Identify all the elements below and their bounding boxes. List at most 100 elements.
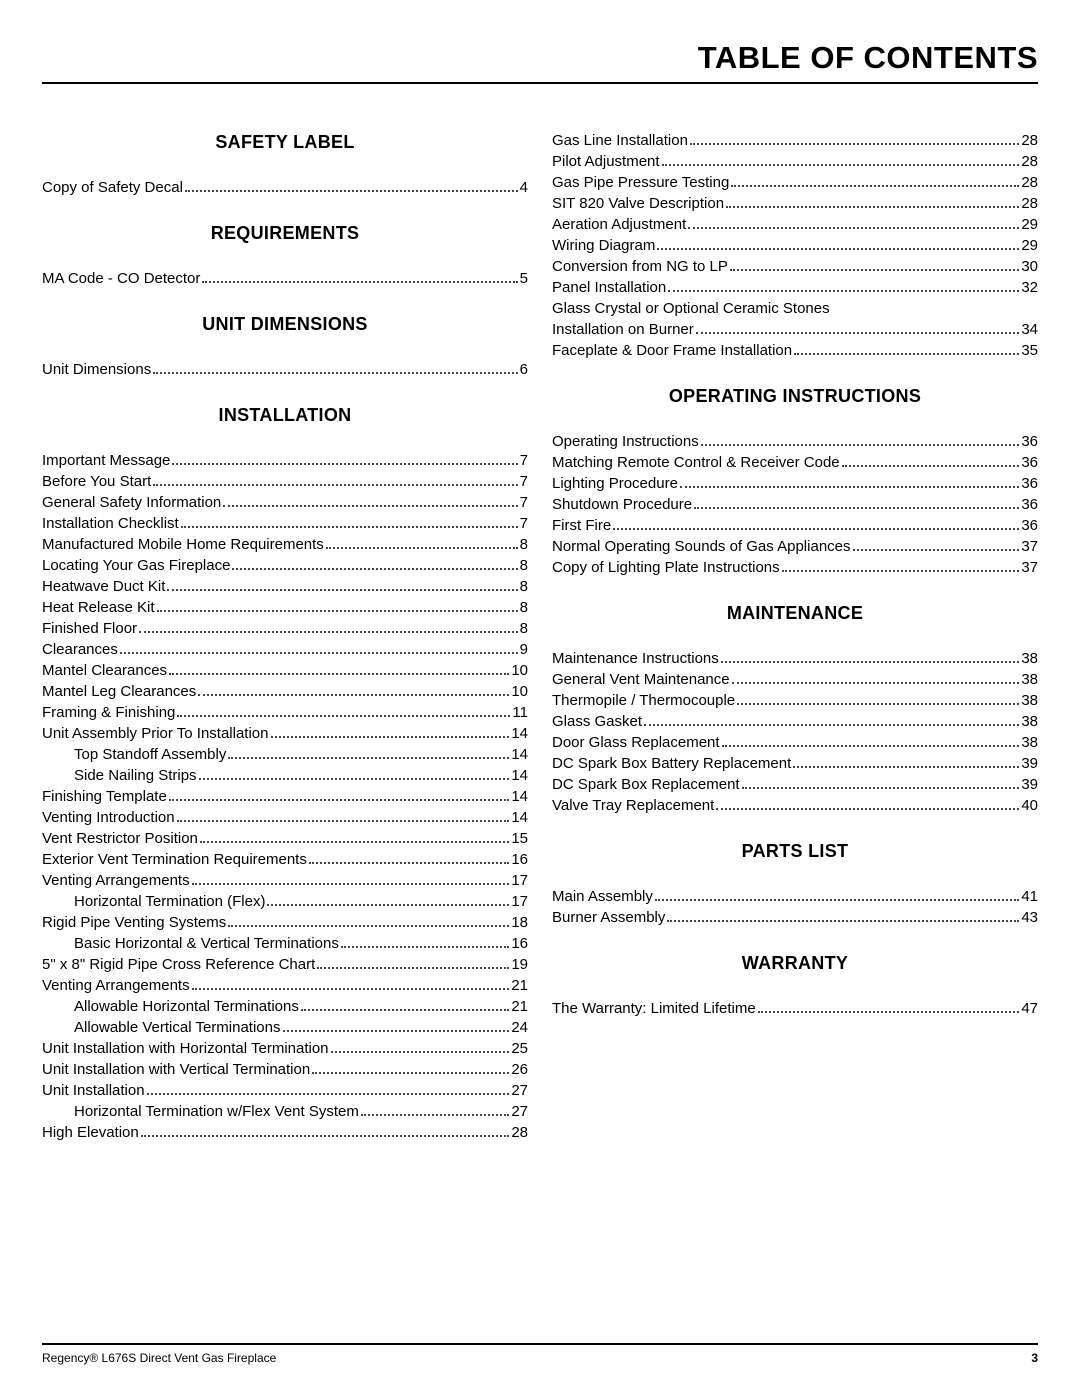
toc-label: Unit Installation bbox=[42, 1082, 145, 1100]
toc-page-number: 39 bbox=[1021, 755, 1038, 773]
toc-label: Framing & Finishing bbox=[42, 704, 175, 722]
toc-page-number: 27 bbox=[511, 1082, 528, 1100]
toc-label: Basic Horizontal & Vertical Terminations bbox=[42, 935, 339, 953]
toc-label: Vent Restrictor Position bbox=[42, 830, 198, 848]
toc-leader-dots bbox=[721, 661, 1020, 663]
toc-entry: DC Spark Box Battery Replacement39 bbox=[552, 755, 1038, 773]
toc-leader-dots bbox=[731, 185, 1019, 187]
toc-page-number: 24 bbox=[511, 1019, 528, 1037]
toc-entry: Allowable Horizontal Terminations21 bbox=[42, 998, 528, 1016]
toc-page-number: 36 bbox=[1021, 454, 1038, 472]
toc-leader-dots bbox=[157, 610, 518, 612]
toc-page-number: 14 bbox=[511, 809, 528, 827]
toc-leader-dots bbox=[202, 281, 517, 283]
toc-leader-dots bbox=[680, 486, 1019, 488]
toc-entry: Before You Start7 bbox=[42, 473, 528, 491]
toc-leader-dots bbox=[153, 484, 517, 486]
toc-label: General Safety Information bbox=[42, 494, 221, 512]
toc-leader-dots bbox=[742, 787, 1020, 789]
toc-entry: Important Message7 bbox=[42, 452, 528, 470]
toc-label: SIT 820 Valve Description bbox=[552, 195, 724, 213]
toc-page-number: 16 bbox=[511, 935, 528, 953]
toc-page-number: 29 bbox=[1021, 237, 1038, 255]
toc-entry: SIT 820 Valve Description 28 bbox=[552, 195, 1038, 213]
toc-leader-dots bbox=[271, 736, 510, 738]
toc-entry: Exterior Vent Termination Requirements16 bbox=[42, 851, 528, 869]
toc-label: Rigid Pipe Venting Systems bbox=[42, 914, 226, 932]
toc-leader-dots bbox=[716, 808, 1019, 810]
section-heading: OPERATING INSTRUCTIONS bbox=[552, 386, 1038, 407]
toc-page-number: 17 bbox=[511, 893, 528, 911]
toc-entry: Burner Assembly43 bbox=[552, 909, 1038, 927]
toc-entry: Unit Installation 27 bbox=[42, 1082, 528, 1100]
toc-leader-dots bbox=[655, 899, 1019, 901]
toc-entry: First Fire36 bbox=[552, 517, 1038, 535]
toc-entry: Side Nailing Strips14 bbox=[42, 767, 528, 785]
toc-page-number: 17 bbox=[511, 872, 528, 890]
toc-leader-dots bbox=[181, 526, 518, 528]
toc-entry: Main Assembly41 bbox=[552, 888, 1038, 906]
page-footer: Regency® L676S Direct Vent Gas Fireplace… bbox=[42, 1343, 1038, 1365]
toc-entry: Top Standoff Assembly 14 bbox=[42, 746, 528, 764]
toc-page-number: 36 bbox=[1021, 475, 1038, 493]
toc-leader-dots bbox=[668, 290, 1019, 292]
toc-leader-dots bbox=[690, 143, 1019, 145]
toc-leader-dots bbox=[732, 682, 1020, 684]
section-heading: REQUIREMENTS bbox=[42, 223, 528, 244]
toc-page-number: 18 bbox=[511, 914, 528, 932]
page: TABLE OF CONTENTS SAFETY LABELCopy of Sa… bbox=[0, 0, 1080, 1397]
toc-entry: Faceplate & Door Frame Installation35 bbox=[552, 342, 1038, 360]
toc-entry: General Safety Information7 bbox=[42, 494, 528, 512]
toc-page-number: 14 bbox=[511, 746, 528, 764]
toc-entry: Unit Installation with Horizontal Termin… bbox=[42, 1040, 528, 1058]
toc-label: Manufactured Mobile Home Requirements bbox=[42, 536, 324, 554]
toc-leader-dots bbox=[169, 673, 509, 675]
toc-entry: Manufactured Mobile Home Requirements 8 bbox=[42, 536, 528, 554]
toc-page-number: 38 bbox=[1021, 650, 1038, 668]
toc-label: Top Standoff Assembly bbox=[42, 746, 226, 764]
toc-entry: Horizontal Termination w/Flex Vent Syste… bbox=[42, 1103, 528, 1121]
toc-leader-dots bbox=[722, 745, 1020, 747]
toc-label: High Elevation bbox=[42, 1124, 139, 1142]
toc-entry: Unit Dimensions6 bbox=[42, 361, 528, 379]
toc-entry: Finishing Template14 bbox=[42, 788, 528, 806]
toc-entry: Unit Assembly Prior To Installation14 bbox=[42, 725, 528, 743]
toc-leader-dots bbox=[185, 190, 518, 192]
toc-label: MA Code - CO Detector bbox=[42, 270, 200, 288]
toc-label: Conversion from NG to LP bbox=[552, 258, 728, 276]
toc-label: Allowable Vertical Terminations bbox=[42, 1019, 281, 1037]
toc-page-number: 15 bbox=[511, 830, 528, 848]
toc-entry: Venting Arrangements 21 bbox=[42, 977, 528, 995]
toc-label: Gas Pipe Pressure Testing bbox=[552, 174, 729, 192]
toc-label: Unit Installation with Horizontal Termin… bbox=[42, 1040, 329, 1058]
toc-leader-dots bbox=[301, 1009, 509, 1011]
toc-leader-dots bbox=[198, 694, 509, 696]
toc-entry: General Vent Maintenance38 bbox=[552, 671, 1038, 689]
toc-page-number: 28 bbox=[1021, 174, 1038, 192]
section-heading: PARTS LIST bbox=[552, 841, 1038, 862]
toc-page-number: 8 bbox=[520, 536, 528, 554]
toc-label: Mantel Clearances bbox=[42, 662, 167, 680]
toc-leader-dots bbox=[169, 799, 510, 801]
toc-label: Thermopile / Thermocouple bbox=[552, 692, 735, 710]
toc-page-number: 7 bbox=[520, 515, 528, 533]
toc-label: Glass Crystal or Optional Ceramic Stones bbox=[552, 300, 830, 318]
toc-entry: Rigid Pipe Venting Systems 18 bbox=[42, 914, 528, 932]
toc-entry: Vent Restrictor Position 15 bbox=[42, 830, 528, 848]
toc-leader-dots bbox=[232, 568, 517, 570]
toc-page-number: 6 bbox=[520, 361, 528, 379]
toc-entry: Glass Crystal or Optional Ceramic Stones bbox=[552, 300, 1038, 318]
toc-leader-dots bbox=[737, 703, 1019, 705]
toc-page-number: 5 bbox=[520, 270, 528, 288]
toc-entry: Installation Checklist7 bbox=[42, 515, 528, 533]
toc-entry: Mantel Clearances10 bbox=[42, 662, 528, 680]
toc-label: Venting Arrangements bbox=[42, 977, 190, 995]
toc-leader-dots bbox=[139, 631, 518, 633]
toc-entry: The Warranty: Limited Lifetime47 bbox=[552, 1000, 1038, 1018]
toc-entry: Finished Floor8 bbox=[42, 620, 528, 638]
toc-page-number: 11 bbox=[512, 704, 528, 722]
toc-page-number: 38 bbox=[1021, 671, 1038, 689]
toc-page-number: 21 bbox=[511, 977, 528, 995]
toc-page-number: 28 bbox=[1021, 195, 1038, 213]
toc-leader-dots bbox=[199, 778, 510, 780]
